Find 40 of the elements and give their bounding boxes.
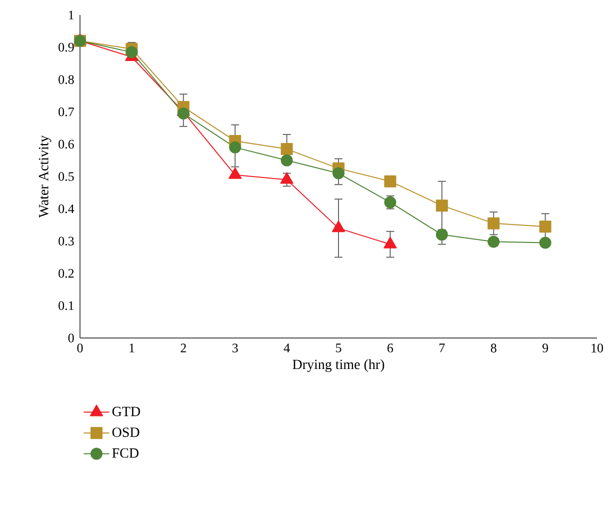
y-tick-label: 0.3 <box>58 236 74 246</box>
point <box>280 154 293 166</box>
y-tick-label: 0.9 <box>58 42 74 52</box>
y-tick-label: 0.1 <box>58 301 74 310</box>
x-tick-label: 4 <box>284 344 290 352</box>
x-tick-label: 5 <box>336 344 342 352</box>
x-tick-label: 1 <box>130 344 134 352</box>
x-tick-label: 8 <box>490 344 496 352</box>
x-tick-label: 10 <box>592 344 604 352</box>
point <box>332 167 345 180</box>
point <box>539 220 552 233</box>
x-tick-label: 2 <box>180 344 186 352</box>
y-tick-label: 0 <box>68 334 74 342</box>
y-tick-label: 0.7 <box>58 107 74 116</box>
legend-label: FCD <box>112 448 138 458</box>
y-tick-label: 0.5 <box>58 172 74 181</box>
point <box>436 228 448 241</box>
x-tick-label: 3 <box>232 344 238 352</box>
y-tick-label: 0.8 <box>58 75 74 84</box>
y-axis-title: Water Activity <box>38 135 52 218</box>
x-tick-label: 6 <box>388 344 394 352</box>
legend-label: OSD <box>112 428 140 437</box>
x-axis-title: Drying time (hr) <box>292 359 384 372</box>
x-tick-label: 9 <box>542 344 548 352</box>
point <box>177 108 190 120</box>
point <box>384 175 396 188</box>
point <box>280 143 293 156</box>
y-tick-label: 0.2 <box>58 268 74 278</box>
point <box>488 236 500 248</box>
x-tick-label: 0 <box>77 344 83 352</box>
legend-label: GTD <box>112 406 140 416</box>
y-tick-label: 0.6 <box>58 140 74 149</box>
point <box>539 236 552 249</box>
point <box>229 141 242 154</box>
y-tick-label: 0.4 <box>58 204 74 214</box>
point <box>126 46 138 58</box>
y-tick-label: 1 <box>68 10 74 20</box>
point <box>436 200 448 212</box>
x-tick-label: 7 <box>440 344 445 352</box>
point <box>488 217 500 230</box>
